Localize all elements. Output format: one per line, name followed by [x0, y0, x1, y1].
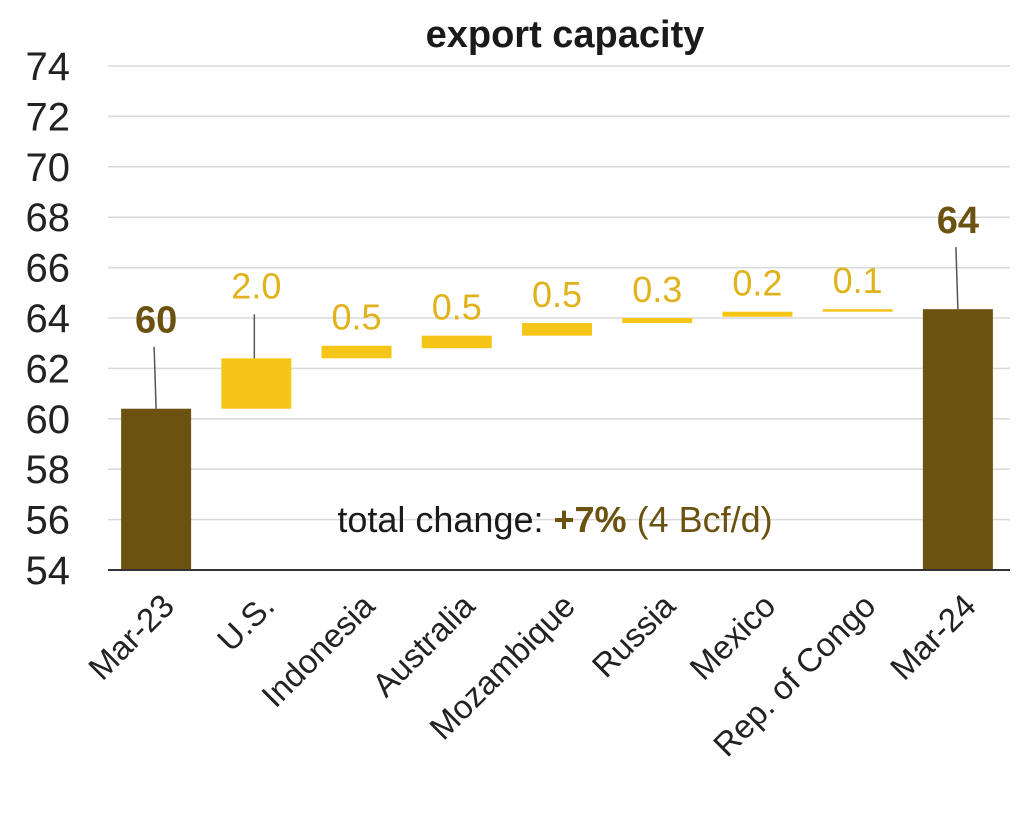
data-labels: 60 2.0 0.5 0.5 0.5 0.3 0.2 0.1 64: [135, 200, 979, 342]
increase-value-label: 0.5: [332, 297, 382, 338]
increase-bar: [622, 318, 693, 324]
total-change-annotation: total change: +7% (4 Bcf/d): [337, 499, 772, 540]
annotation-prefix: total change:: [337, 499, 553, 540]
increase-bar: [822, 309, 893, 312]
bars: [121, 309, 993, 570]
annotation-suffix: (4 Bcf/d): [637, 499, 773, 540]
total-value-label: 60: [135, 300, 177, 342]
increase-value-label: 0.2: [732, 263, 782, 304]
increase-bar: [722, 311, 793, 317]
increase-value-label: 0.3: [632, 269, 682, 310]
y-tick-label: 54: [26, 549, 71, 593]
y-tick-label: 56: [26, 499, 71, 543]
annotation-highlight: +7%: [554, 499, 627, 540]
y-tick-label: 64: [26, 297, 71, 341]
total-value-label: 64: [937, 200, 979, 242]
increase-value-label: 0.5: [432, 287, 482, 328]
increase-value-label: 0.5: [532, 274, 582, 315]
y-tick-label: 72: [26, 95, 71, 139]
y-tick-label: 70: [26, 146, 71, 190]
increase-value-label: 0.1: [833, 260, 883, 301]
increase-value-label: 2.0: [231, 265, 281, 306]
increase-bar: [321, 345, 392, 359]
y-tick-label: 68: [26, 196, 71, 240]
label-leader-lines: [153, 247, 959, 409]
y-tick-label: 60: [26, 398, 71, 442]
y-tick-label: 58: [26, 448, 71, 492]
increase-bar: [522, 323, 592, 336]
y-tick-label: 66: [26, 247, 71, 291]
x-tick-label: U.S.: [210, 587, 282, 659]
x-tick-label: Mar-24: [883, 587, 983, 687]
x-tick-label: Russia: [585, 586, 683, 684]
y-tick-label: 62: [26, 347, 71, 391]
leader-line: [955, 247, 959, 310]
chart-title: export capacity: [426, 14, 705, 56]
increase-bar: [421, 335, 492, 349]
y-tick-label: 74: [26, 45, 71, 89]
increase-bar: [221, 358, 292, 409]
total-bar: [922, 309, 993, 570]
total-bar: [121, 408, 192, 570]
y-axis-ticks: 54 56 58 60 62 64 66 68 70 72 74: [26, 45, 71, 593]
leader-line: [153, 346, 157, 409]
x-tick-label: Mexico: [682, 587, 782, 687]
x-tick-label: Mar-23: [81, 587, 181, 687]
